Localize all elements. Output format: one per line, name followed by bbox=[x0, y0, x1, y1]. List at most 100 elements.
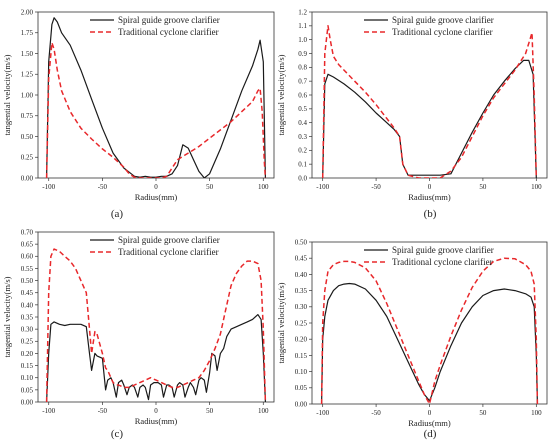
legend-label: Spiral guide groove clarifier bbox=[118, 235, 220, 245]
y-tick-label: 0.9 bbox=[298, 50, 307, 58]
legend-label: Traditional cyclone clarifier bbox=[392, 27, 493, 37]
panel-label: (d) bbox=[424, 428, 437, 440]
chart-panel-3: -100 -50 0 50 100 0.00 0.05 0.10 0.15 0.20 0.25 0.3… bbox=[2, 228, 275, 440]
y-tick-label: 1.1 bbox=[298, 22, 307, 30]
legend-label: Traditional cyclone clarifier bbox=[118, 247, 219, 257]
y-axis-label: tangential velocity(m/s) bbox=[2, 54, 12, 135]
legend-label: Traditional cyclone clarifier bbox=[118, 27, 219, 37]
y-tick-label: 0.25 bbox=[295, 319, 308, 327]
y-tick-label: 0.0 bbox=[298, 174, 307, 182]
y-tick-label: 0.15 bbox=[295, 352, 308, 360]
y-tick-label: 0.50 bbox=[295, 238, 308, 246]
y-tick-label: 0.3 bbox=[298, 133, 307, 141]
y-tick-label: 0.00 bbox=[295, 400, 308, 408]
x-tick-label: 50 bbox=[206, 183, 214, 191]
y-tick-label: 0.8 bbox=[298, 64, 307, 72]
x-tick-label: 50 bbox=[206, 407, 214, 415]
y-tick-label: 0.40 bbox=[21, 301, 34, 309]
x-tick-label: -50 bbox=[371, 183, 381, 191]
series-line-traditional bbox=[45, 248, 267, 402]
chart-panel-1: -100 -50 0 50 100 0.00 0.25 0.50 0.75 1.00 1.25 1.5… bbox=[2, 8, 275, 220]
y-tick-label: 1.25 bbox=[21, 71, 34, 79]
x-tick-label: 100 bbox=[531, 409, 542, 417]
y-tick-label: 0.35 bbox=[295, 287, 308, 295]
series-line-traditional bbox=[45, 41, 267, 178]
y-tick-label: 0.00 bbox=[21, 174, 34, 182]
panel-label: (b) bbox=[424, 208, 437, 220]
y-axis-label: tangential velocity(m/s) bbox=[276, 54, 286, 135]
y-tick-label: 0.1 bbox=[298, 161, 307, 169]
y-tick-label: 0.50 bbox=[21, 277, 34, 285]
y-tick-label: 0.20 bbox=[21, 350, 34, 358]
y-tick-label: 0.55 bbox=[21, 265, 34, 273]
y-axis-label: tangential velocity(m/s) bbox=[2, 276, 12, 357]
x-axis-label: Radius(mm) bbox=[408, 418, 451, 428]
y-tick-label: 0.20 bbox=[295, 336, 308, 344]
y-tick-label: 0.50 bbox=[21, 133, 34, 141]
y-tick-label: 0.70 bbox=[21, 228, 34, 236]
x-tick-label: -100 bbox=[42, 407, 55, 415]
y-tick-label: 0.05 bbox=[295, 384, 308, 392]
x-axis-label: Radius(mm) bbox=[408, 192, 451, 202]
y-tick-label: 0.40 bbox=[295, 271, 308, 279]
x-tick-label: 50 bbox=[479, 409, 487, 417]
panel-label: (a) bbox=[111, 208, 124, 220]
x-axis-label: Radius(mm) bbox=[135, 192, 178, 202]
y-tick-label: 2.00 bbox=[21, 8, 34, 16]
y-tick-label: 1.75 bbox=[21, 29, 34, 37]
series-line-spiral bbox=[321, 282, 538, 404]
x-tick-label: 0 bbox=[154, 183, 158, 191]
y-tick-label: 0.45 bbox=[295, 255, 308, 263]
plot-frame bbox=[37, 231, 275, 403]
x-tick-label: -50 bbox=[98, 183, 108, 191]
x-tick-label: -50 bbox=[371, 409, 381, 417]
y-tick-label: 0.6 bbox=[298, 91, 307, 99]
y-tick-label: 0.4 bbox=[298, 119, 307, 127]
x-tick-label: 100 bbox=[258, 407, 269, 415]
y-tick-label: 0.35 bbox=[21, 313, 34, 321]
x-tick-label: 0 bbox=[428, 409, 432, 417]
y-tick-label: 0.15 bbox=[21, 362, 34, 370]
y-tick-label: 1.50 bbox=[21, 50, 34, 58]
legend-label: Traditional cyclone clarifier bbox=[392, 257, 493, 267]
y-tick-label: 0.7 bbox=[298, 78, 307, 86]
y-tick-label: 0.25 bbox=[21, 154, 34, 162]
y-axis-label: tangential velocity(m/s) bbox=[276, 282, 286, 363]
x-tick-label: -100 bbox=[316, 409, 329, 417]
x-tick-label: -100 bbox=[42, 183, 55, 191]
x-tick-label: -100 bbox=[316, 183, 329, 191]
y-tick-label: 1.0 bbox=[298, 36, 307, 44]
y-tick-label: 0.2 bbox=[298, 147, 307, 155]
x-axis-label: Radius(mm) bbox=[135, 416, 178, 426]
chart-panel-4: -100 -50 0 50 100 0.00 0.05 0.10 0.15 0.20 0.25 0.3… bbox=[276, 238, 548, 440]
y-tick-label: 1.2 bbox=[298, 8, 307, 16]
series-line-traditional bbox=[321, 25, 538, 178]
y-tick-label: 0.25 bbox=[21, 338, 34, 346]
legend-label: Spiral guide groove clarifier bbox=[392, 15, 494, 25]
panel-label: (c) bbox=[111, 428, 124, 440]
x-tick-label: 0 bbox=[428, 183, 432, 191]
series-line-traditional bbox=[320, 257, 539, 404]
legend-label: Spiral guide groove clarifier bbox=[392, 245, 494, 255]
y-tick-label: 0.75 bbox=[21, 112, 34, 120]
x-tick-label: 50 bbox=[479, 183, 487, 191]
y-tick-label: 1.00 bbox=[21, 91, 34, 99]
series-line-spiral bbox=[46, 314, 266, 402]
x-tick-label: 100 bbox=[258, 183, 269, 191]
y-tick-label: 0.10 bbox=[295, 368, 308, 376]
x-tick-label: 0 bbox=[154, 407, 158, 415]
y-tick-label: 0.05 bbox=[21, 386, 34, 394]
chart-panel-2: -100 -50 0 50 100 0.0 0.1 0.2 0.3 0.4 0.5 0.6 0.7 0.8… bbox=[276, 8, 548, 220]
y-tick-label: 0.45 bbox=[21, 289, 34, 297]
x-tick-label: -50 bbox=[98, 407, 108, 415]
series-line-spiral bbox=[322, 59, 537, 178]
legend-label: Spiral guide groove clarifier bbox=[118, 15, 220, 25]
y-tick-label: 0.30 bbox=[21, 326, 34, 334]
y-tick-label: 0.00 bbox=[21, 398, 34, 406]
y-tick-label: 0.65 bbox=[21, 241, 34, 249]
y-tick-label: 0.10 bbox=[21, 374, 34, 382]
y-tick-label: 0.60 bbox=[21, 253, 34, 261]
series-line-spiral bbox=[46, 17, 266, 178]
y-tick-label: 0.30 bbox=[295, 303, 308, 311]
